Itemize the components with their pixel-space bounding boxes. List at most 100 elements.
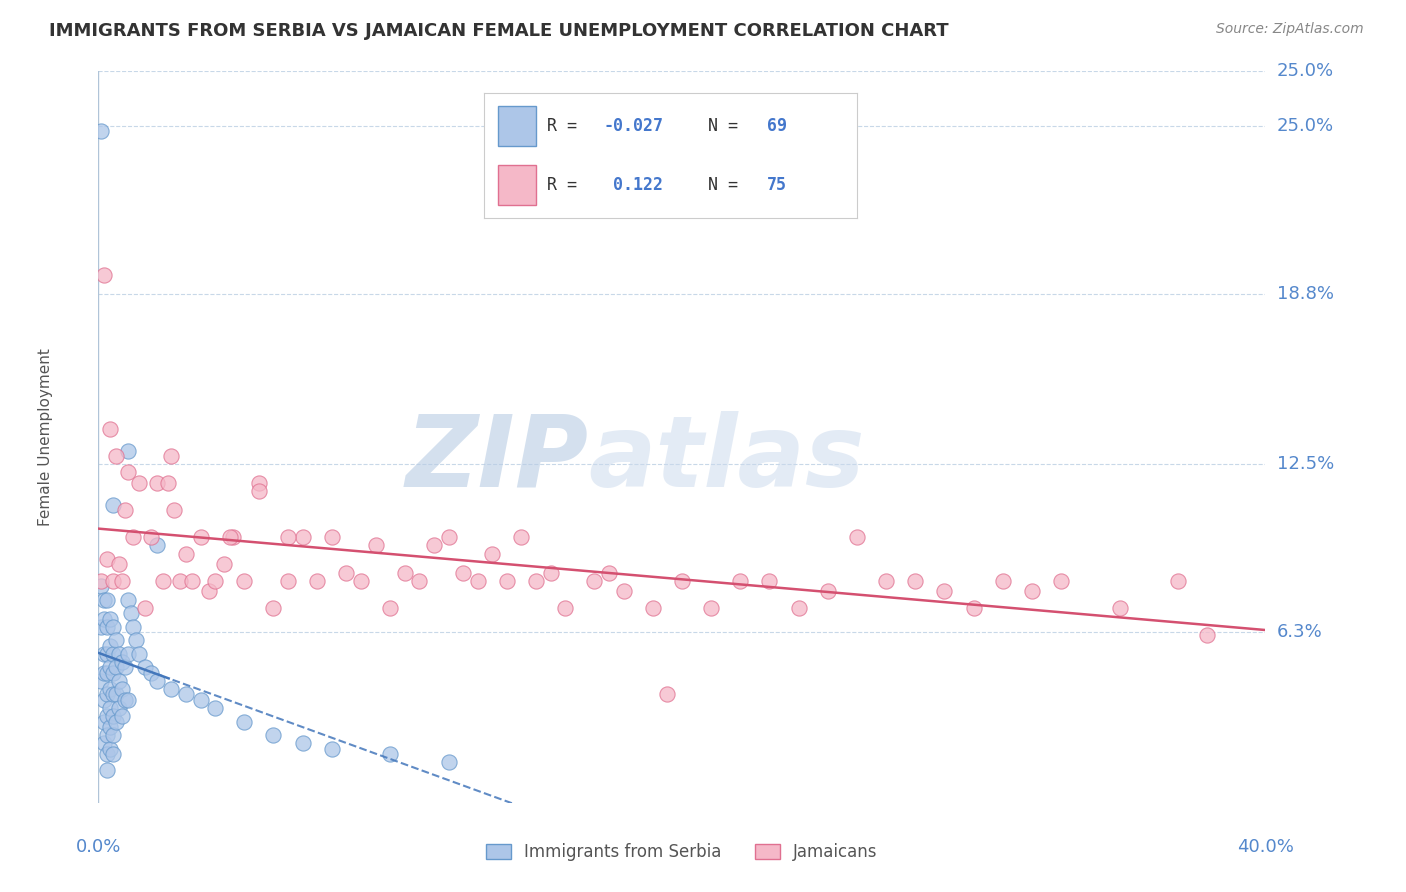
Text: ZIP: ZIP bbox=[405, 410, 589, 508]
Point bbox=[134, 660, 156, 674]
Text: 12.5%: 12.5% bbox=[1277, 455, 1334, 473]
Point bbox=[114, 503, 136, 517]
Point bbox=[190, 530, 212, 544]
Point bbox=[598, 566, 620, 580]
Point bbox=[108, 647, 131, 661]
Point bbox=[96, 688, 118, 702]
Point bbox=[96, 665, 118, 680]
Point bbox=[108, 673, 131, 688]
Point bbox=[146, 673, 169, 688]
Point bbox=[101, 747, 124, 761]
Point bbox=[218, 530, 240, 544]
Point bbox=[117, 465, 139, 479]
Point bbox=[93, 592, 115, 607]
Point bbox=[93, 736, 115, 750]
Point bbox=[1167, 574, 1189, 588]
Point bbox=[321, 741, 343, 756]
Point bbox=[93, 693, 115, 707]
Point bbox=[98, 660, 121, 674]
Text: 25.0%: 25.0% bbox=[1277, 117, 1334, 135]
Point bbox=[350, 574, 373, 588]
Point bbox=[98, 639, 121, 653]
Point bbox=[262, 600, 284, 615]
Point bbox=[700, 600, 723, 615]
Point bbox=[96, 592, 118, 607]
Point bbox=[134, 600, 156, 615]
Point bbox=[96, 709, 118, 723]
Point bbox=[174, 688, 197, 702]
Point bbox=[90, 574, 112, 588]
Point bbox=[233, 574, 256, 588]
Text: IMMIGRANTS FROM SERBIA VS JAMAICAN FEMALE UNEMPLOYMENT CORRELATION CHART: IMMIGRANTS FROM SERBIA VS JAMAICAN FEMAL… bbox=[49, 22, 949, 40]
Point bbox=[291, 530, 314, 544]
Text: Female Unemployment: Female Unemployment bbox=[38, 348, 53, 526]
Point bbox=[93, 647, 115, 661]
Text: 6.3%: 6.3% bbox=[1277, 624, 1322, 641]
Point bbox=[101, 647, 124, 661]
Point bbox=[1195, 628, 1218, 642]
Point bbox=[1108, 600, 1130, 615]
Point bbox=[510, 530, 533, 544]
Point bbox=[962, 600, 984, 615]
Point bbox=[93, 611, 115, 625]
Point bbox=[93, 665, 115, 680]
Point bbox=[117, 443, 139, 458]
Point bbox=[98, 720, 121, 734]
Point bbox=[787, 600, 810, 615]
Point bbox=[307, 574, 329, 588]
Point bbox=[467, 574, 489, 588]
Point bbox=[111, 709, 134, 723]
Point bbox=[423, 538, 446, 552]
Point bbox=[321, 530, 343, 544]
Point bbox=[101, 665, 124, 680]
Point bbox=[117, 592, 139, 607]
Point bbox=[96, 552, 118, 566]
Point bbox=[96, 620, 118, 634]
Text: atlas: atlas bbox=[589, 410, 865, 508]
Point bbox=[262, 728, 284, 742]
Point bbox=[451, 566, 474, 580]
Point bbox=[174, 547, 197, 561]
Point bbox=[96, 747, 118, 761]
Point bbox=[657, 688, 679, 702]
Point bbox=[101, 574, 124, 588]
Point bbox=[93, 268, 115, 282]
Point bbox=[90, 673, 112, 688]
Point bbox=[98, 611, 121, 625]
Point bbox=[364, 538, 387, 552]
Point bbox=[101, 498, 124, 512]
Point bbox=[247, 476, 270, 491]
Point bbox=[104, 688, 127, 702]
Point bbox=[846, 530, 869, 544]
Point bbox=[139, 530, 162, 544]
Point bbox=[101, 709, 124, 723]
Point bbox=[98, 741, 121, 756]
Point bbox=[98, 422, 121, 436]
Point bbox=[496, 574, 519, 588]
Point bbox=[152, 574, 174, 588]
Point bbox=[90, 579, 112, 593]
Point bbox=[394, 566, 416, 580]
Point bbox=[1021, 584, 1043, 599]
Point bbox=[204, 574, 226, 588]
Point bbox=[380, 747, 402, 761]
Point bbox=[125, 633, 148, 648]
Point bbox=[554, 600, 576, 615]
Point bbox=[247, 484, 270, 499]
Point bbox=[98, 701, 121, 715]
Point bbox=[198, 584, 221, 599]
Text: 40.0%: 40.0% bbox=[1237, 838, 1294, 855]
Point bbox=[104, 714, 127, 729]
Point bbox=[146, 538, 169, 552]
Point bbox=[163, 503, 186, 517]
Point bbox=[108, 701, 131, 715]
Point bbox=[904, 574, 927, 588]
Point bbox=[233, 714, 256, 729]
Point bbox=[524, 574, 547, 588]
Point bbox=[101, 728, 124, 742]
Point bbox=[437, 530, 460, 544]
Point bbox=[120, 606, 142, 620]
Point bbox=[758, 574, 780, 588]
Point bbox=[114, 693, 136, 707]
Point bbox=[157, 476, 180, 491]
